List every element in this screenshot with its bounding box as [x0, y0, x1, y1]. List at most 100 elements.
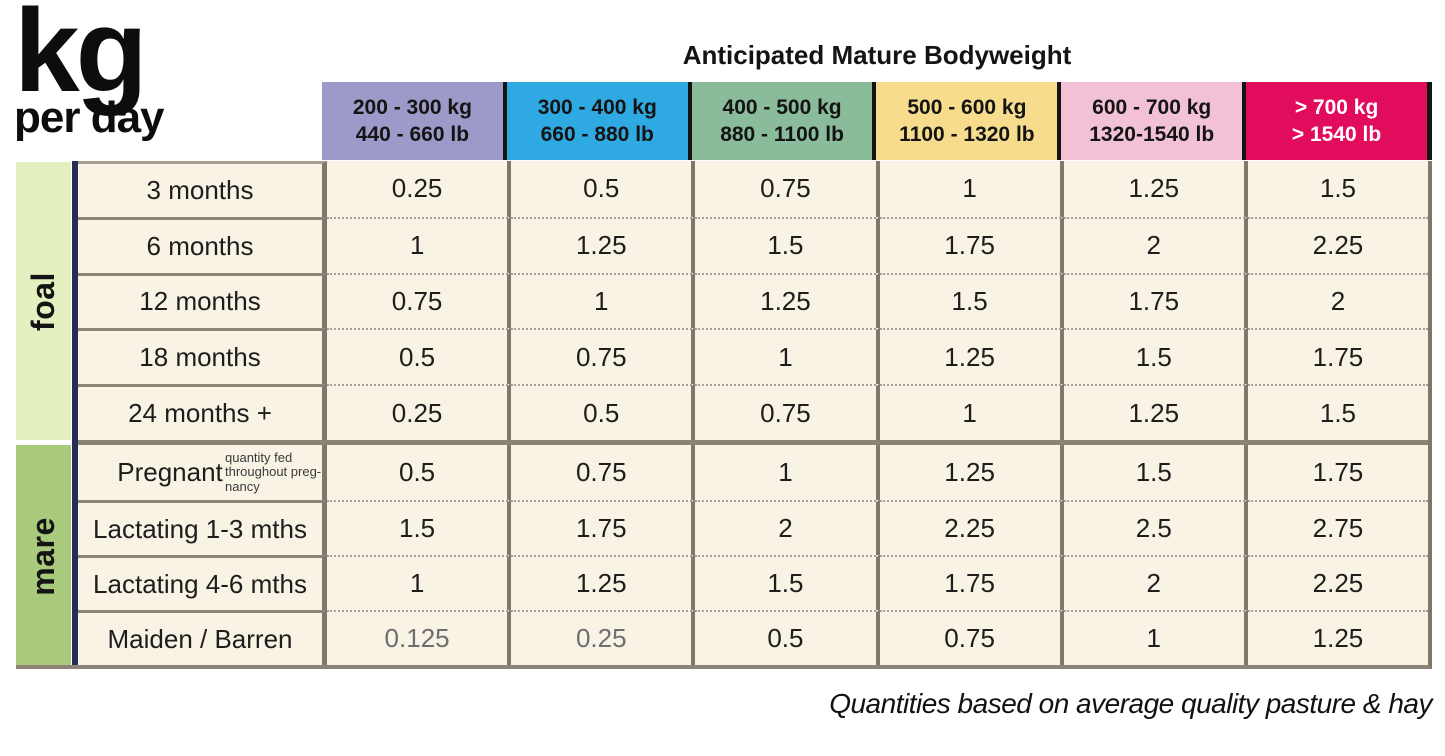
row-label: Lactating 4-6 mths: [93, 568, 307, 599]
value-cell: 1.25: [1063, 384, 1248, 440]
bodyweight-column-header: > 700 kg > 1540 lb: [1242, 82, 1432, 160]
table-row: Maiden / Barren 0.125 0.25 0.5 0.75 1 1.25: [78, 610, 1429, 665]
table-row: Pregnant quantity fed throughout preg-nan…: [78, 445, 1429, 500]
value-cell: 0.25: [327, 384, 512, 440]
mare-strip-label: mare: [25, 517, 61, 596]
row-label-cell: 3 months: [78, 161, 327, 217]
value: 1.25: [1128, 173, 1180, 204]
value-cell: 0.75: [879, 610, 1064, 665]
value-cell: 1.75: [1247, 445, 1429, 500]
value: 1.25: [575, 568, 627, 598]
bottom-border-extension: [16, 665, 78, 669]
value-cell: 1.25: [879, 328, 1064, 385]
value-cell: 2: [1063, 555, 1248, 610]
value: 2.5: [1135, 513, 1172, 543]
row-label: Pregnant: [117, 457, 223, 487]
value-cell: 1.25: [1063, 161, 1248, 217]
value: 0.5: [399, 457, 436, 487]
unit-kg: kg: [14, 0, 148, 117]
value: 2: [1146, 568, 1161, 598]
value-cell: 1: [1063, 610, 1248, 665]
section-mare: Pregnant quantity fed throughout preg-nan…: [78, 440, 1429, 665]
value-cell: 1.5: [1063, 445, 1248, 500]
value-cell: 1.5: [1063, 328, 1248, 385]
value: 0.5: [583, 397, 620, 428]
table-row: Lactating 4-6 mths 1 1.25 1.5 1.75 2 2.25: [78, 555, 1429, 610]
table-row: 24 months + 0.25 0.5 0.75 1 1.25 1.5: [78, 384, 1429, 440]
row-label: 12 months: [139, 286, 261, 317]
value: 1.5: [767, 568, 804, 598]
bodyweight-column-header: 300 - 400 kg 660 - 880 lb: [502, 82, 688, 160]
row-label: Lactating 1-3 mths: [93, 513, 307, 544]
header-lb-range: 880 - 1100 lb: [720, 123, 844, 146]
value: 0.75: [760, 397, 811, 428]
value-cell: 1.75: [1247, 328, 1429, 385]
value: 1.25: [1128, 397, 1180, 428]
value: 0.75: [575, 341, 627, 372]
header-lb-range: 660 - 880 lb: [540, 123, 654, 146]
bodyweight-column-header: 200 - 300 kg 440 - 660 lb: [322, 82, 503, 160]
value-cell: 0.75: [511, 328, 696, 385]
value: 0.75: [391, 285, 443, 316]
value-cell: 2.25: [1247, 216, 1429, 273]
value-cell: 2.25: [879, 500, 1064, 555]
value: 0.5: [767, 623, 804, 653]
value-cell: 2.75: [1247, 500, 1429, 555]
value-cell: 1: [695, 328, 880, 385]
table-row: 3 months 0.25 0.5 0.75 1 1.25 1.5: [78, 161, 1429, 217]
value-cell: 1: [511, 272, 696, 329]
value: 1: [962, 173, 977, 204]
value-cell: 1.5: [879, 272, 1064, 329]
value: 1: [594, 285, 609, 316]
value-cell: 2: [695, 500, 880, 555]
value: 2: [778, 513, 793, 543]
table-row: Lactating 1-3 mths 1.5 1.75 2 2.25 2.5 2.75: [78, 500, 1429, 555]
value: 1.5: [1319, 397, 1357, 428]
value: 1.5: [951, 285, 988, 316]
value: 0.25: [391, 397, 443, 428]
value-cell: 1: [327, 555, 512, 610]
value-cell: 0.75: [327, 272, 512, 329]
value: 1: [409, 230, 425, 261]
value: 1: [778, 457, 793, 487]
value-cell: 0.5: [695, 610, 880, 665]
bodyweight-header-row: 200 - 300 kg 440 - 660 lb 300 - 400 kg 660 …: [322, 82, 1432, 160]
unit-per-day: per day: [14, 92, 165, 142]
value: 0.25: [575, 623, 627, 653]
row-label: 3 months: [146, 174, 254, 205]
mare-strip: mare: [16, 445, 71, 668]
value: 1.5: [1135, 341, 1172, 372]
header-kg-range: 300 - 400 kg: [537, 96, 657, 119]
value-cell: 1.5: [695, 216, 880, 273]
value-cell: 1.75: [879, 555, 1064, 610]
value: 1.5: [1135, 457, 1172, 487]
value: 0.75: [760, 173, 811, 204]
footnote-caption: Quantities based on average quality past…: [829, 688, 1432, 719]
value: 1.25: [944, 457, 995, 487]
value-cell: 0.25: [327, 161, 512, 217]
table-row: 18 months 0.5 0.75 1 1.25 1.5 1.75: [78, 328, 1429, 385]
value-cell: 0.5: [327, 328, 512, 385]
row-label-cell: 6 months: [78, 216, 327, 273]
value-cell: 0.75: [695, 384, 880, 440]
value: 1.5: [1319, 173, 1357, 204]
value: 0.125: [384, 623, 450, 653]
row-label-cell: Maiden / Barren: [78, 610, 327, 665]
row-label-cell: Pregnant quantity fed throughout preg-nan…: [78, 445, 327, 500]
header-kg-range: > 700 kg: [1294, 96, 1379, 119]
table-row: 6 months 1 1.25 1.5 1.75 2 2.25: [78, 216, 1429, 273]
value-cell: 1.75: [1063, 272, 1248, 329]
row-label: 18 months: [139, 342, 261, 373]
value: 1: [778, 341, 793, 372]
header-kg-range: 500 - 600 kg: [907, 96, 1027, 119]
row-label: 24 months +: [128, 398, 272, 429]
header-kg-range: 200 - 300 kg: [352, 96, 472, 119]
value-cell: 1: [879, 384, 1064, 440]
value: 1.5: [767, 230, 804, 261]
value-cell: 1.5: [1247, 161, 1429, 217]
value: 0.25: [391, 173, 443, 204]
bodyweight-column-header: 600 - 700 kg 1320-1540 lb: [1057, 82, 1243, 160]
value-cell: 0.5: [327, 445, 512, 500]
value: 2.25: [1312, 230, 1364, 261]
